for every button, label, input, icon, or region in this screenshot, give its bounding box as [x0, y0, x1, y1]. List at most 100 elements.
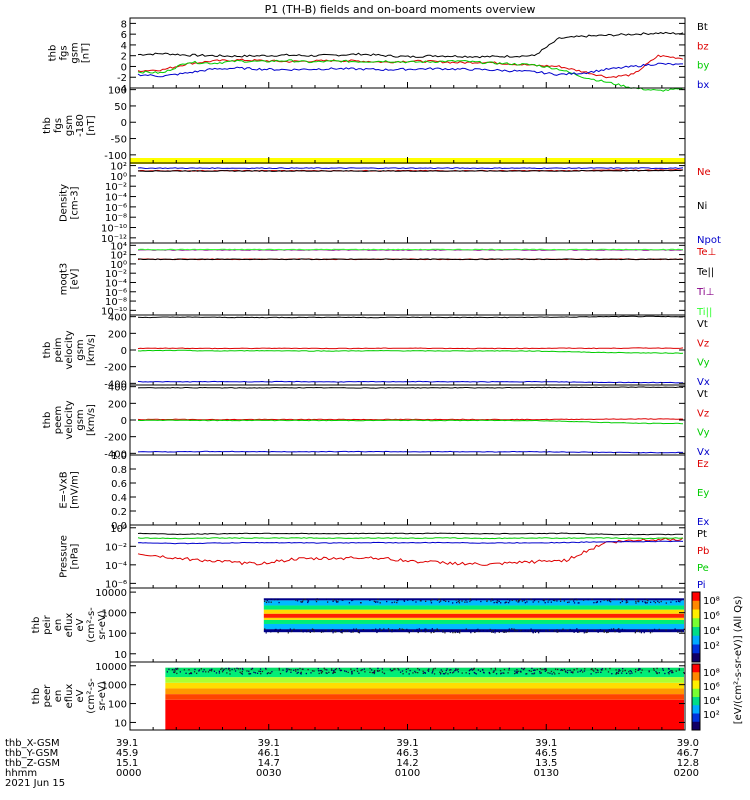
footer-value: 12.8	[677, 758, 699, 769]
spectrogram-pixel	[537, 632, 540, 634]
spectrogram-pixel	[332, 629, 334, 631]
spectrogram-pixel	[439, 673, 442, 675]
spectrogram-pixel	[420, 630, 422, 632]
spectrogram-pixel	[660, 600, 662, 603]
spectrogram-pixel	[543, 668, 545, 671]
spectrogram-pixel	[619, 602, 622, 604]
spectrogram-pixel	[667, 671, 670, 674]
footer-value: 39.1	[258, 738, 280, 749]
spectrogram-pixel	[326, 669, 328, 671]
spectrogram-pixel	[402, 673, 404, 675]
spectrogram-pixel	[554, 630, 556, 632]
spectrogram-pixel	[274, 598, 276, 600]
spectrogram-pixel	[628, 671, 630, 673]
y-tick-label: 0.0	[111, 521, 127, 532]
spectrogram-pixel	[370, 669, 373, 671]
spectrogram-pixel	[678, 668, 680, 670]
spectrogram-pixel	[615, 672, 618, 675]
spectrogram-pixel	[644, 598, 646, 600]
spectrogram-pixel	[668, 673, 670, 675]
spectrogram-pixel	[533, 599, 536, 602]
spectrogram-pixel	[668, 671, 671, 673]
footer-row-label: thb_Z-GSM	[5, 758, 60, 769]
spectrogram-pixel	[558, 672, 560, 675]
spectrogram-pixel	[293, 669, 295, 671]
spectrogram-pixel	[508, 628, 511, 630]
spectrogram-pixel	[278, 669, 281, 671]
spectrogram-pixel	[320, 672, 323, 674]
spectrogram-pixel	[640, 672, 642, 674]
spectrogram-pixel	[189, 672, 192, 675]
spectrogram-pixel	[566, 601, 569, 604]
spectrogram-pixel	[525, 673, 527, 675]
spectrogram-pixel	[651, 631, 653, 633]
spectrogram-pixel	[514, 670, 516, 672]
spectrogram-pixel	[641, 669, 643, 671]
spectrogram-pixel	[582, 671, 584, 673]
spectrogram-pixel	[373, 671, 376, 674]
spectrogram-pixel	[653, 668, 655, 670]
spectrogram-pixel	[539, 668, 541, 670]
spectrogram-pixel	[179, 671, 181, 673]
y-axis-label: thb	[42, 342, 53, 359]
spectrogram-pixel	[608, 600, 611, 602]
spectrogram-pixel	[399, 671, 402, 673]
spectrogram-pixel	[544, 668, 546, 670]
spectrogram-pixel	[246, 670, 248, 672]
spectrogram-pixel	[626, 599, 628, 602]
spectrogram-pixel	[270, 631, 272, 633]
spectrogram-pixel	[458, 600, 460, 602]
spectrogram-pixel	[571, 671, 573, 673]
spectrogram-pixel	[585, 631, 587, 634]
spectrogram-pixel	[474, 631, 476, 634]
spectrogram-pixel	[333, 669, 335, 672]
spectrogram-pixel	[332, 632, 334, 634]
spectrogram-pixel	[506, 598, 509, 601]
spectrogram-pixel	[617, 672, 619, 674]
spectrogram-pixel	[371, 672, 374, 674]
spectrogram-pixel	[326, 672, 328, 674]
spectrogram-pixel	[452, 671, 455, 673]
y-tick-label: 10⁻²	[105, 269, 127, 280]
spectrogram-pixel	[422, 672, 424, 675]
spectrogram-pixel	[665, 602, 667, 604]
spectrogram-pixel	[310, 672, 312, 674]
spectrogram-pixel	[530, 670, 532, 672]
spectrogram-pixel	[458, 631, 460, 633]
spectrogram-pixel	[465, 672, 467, 674]
spectrogram-pixel	[321, 630, 323, 632]
spectrogram-pixel	[233, 668, 236, 670]
y-axis-label: eflux	[64, 684, 75, 709]
series-line-by	[137, 59, 684, 92]
panel-5: Vt Vz Vy Vx 400 200 0 -200 -400 thb peem velocity gs…	[42, 383, 710, 461]
spectrogram-pixel	[600, 668, 602, 671]
series-line-Pt	[137, 532, 684, 536]
spectrogram-pixel	[241, 671, 244, 673]
spectrogram-pixel	[514, 630, 516, 632]
spectrogram-pixel	[414, 670, 416, 673]
spectrogram-pixel	[558, 629, 560, 632]
spectrogram-pixel	[266, 672, 269, 675]
panel-4: Vt Vz Vy Vx 400 200 0 -200 -400 thb peim velocity gs…	[42, 313, 710, 391]
spectrogram-pixel	[621, 628, 624, 631]
spectrogram-pixel	[394, 668, 396, 670]
spectrogram-pixel	[531, 667, 533, 670]
spectrogram-pixel	[549, 672, 551, 674]
spectrogram-pixel	[513, 628, 515, 630]
y-tick-label: 400	[108, 383, 127, 394]
spectrogram-pixel	[254, 672, 257, 674]
spectrogram-pixel	[449, 631, 452, 633]
colorbar-segment	[692, 697, 700, 706]
series-line-Vx	[137, 450, 683, 454]
spectrogram-pixel	[646, 602, 648, 604]
spectrogram-pixel	[533, 672, 536, 674]
legend-Vt: Vt	[697, 389, 708, 400]
spectrogram-pixel	[360, 602, 362, 604]
spectrogram-band	[165, 677, 685, 683]
spectrogram-pixel	[609, 667, 611, 670]
spectrogram-pixel	[332, 600, 334, 603]
spectrogram-pixel	[590, 668, 592, 671]
spectrogram-pixel	[646, 598, 648, 601]
spectrogram-pixel	[635, 630, 638, 632]
